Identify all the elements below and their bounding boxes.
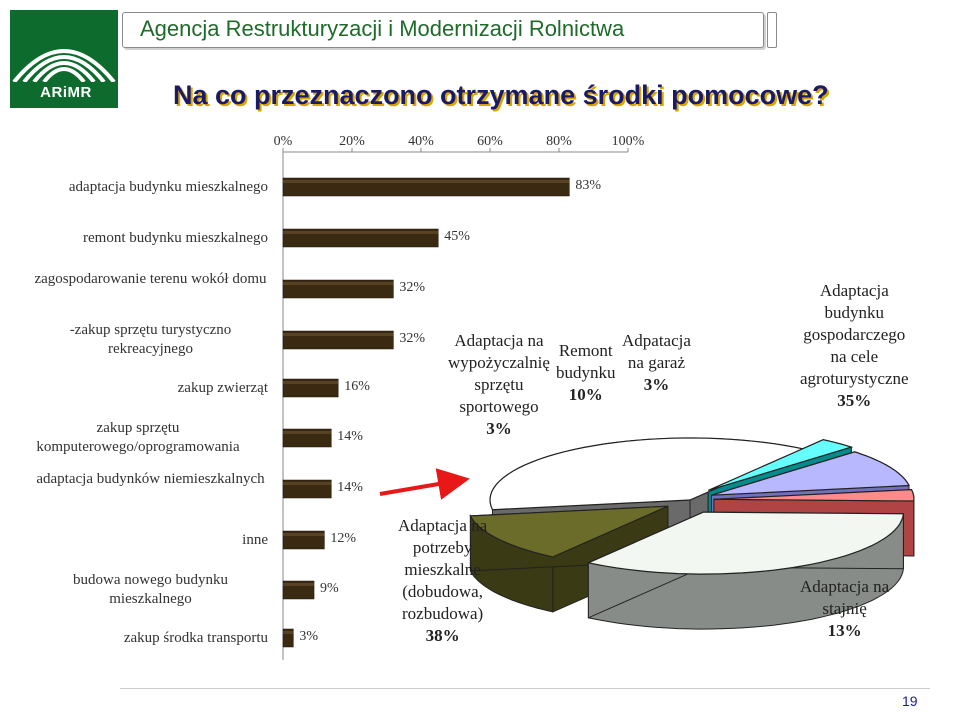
bar-highlight — [283, 231, 439, 234]
category-label: budowa nowego budynku mieszkalnego — [73, 572, 228, 607]
bar-value-label: 9% — [320, 581, 339, 596]
category-label: zagospodarowanie terenu wokół domu — [34, 271, 267, 287]
arimr-logo-icon — [10, 10, 118, 108]
pie-slice-name-line: rozbudowa) — [402, 604, 484, 623]
bar-value-label: 32% — [399, 280, 426, 295]
bar-highlight — [283, 180, 570, 183]
pie-slice — [707, 439, 854, 491]
bar-highlight — [283, 533, 325, 536]
x-tick-label: 60% — [477, 134, 503, 149]
x-tick-label: 100% — [611, 134, 645, 149]
pie-slice — [711, 451, 910, 496]
category-label: zakup środka transportu — [123, 630, 268, 646]
pie-slice-name-line: sprzętu — [474, 375, 524, 394]
category-label: zakup zwierząt — [177, 380, 268, 396]
bar-highlight — [283, 381, 339, 384]
bar-value-label: 14% — [337, 480, 363, 495]
bar-value-label: 83% — [575, 178, 602, 193]
bar-highlight — [283, 431, 332, 434]
pie-slice-name-line: Adaptacja na — [800, 577, 890, 596]
pie-slice-name-line: na garaż — [627, 353, 685, 372]
bar-value-label: 45% — [444, 229, 470, 244]
pie-slice-name-line: gospodarczego — [803, 325, 906, 344]
bar-value-label: 12% — [330, 531, 357, 546]
pie-slice-name-line: wypożyczalnię — [448, 353, 550, 372]
bar-highlight — [283, 583, 315, 586]
category-label: -zakup sprzętu turystyczno rekreacyjnego — [69, 322, 232, 357]
pie-slice-pct: 3% — [643, 375, 670, 394]
bar-value-label: 32% — [399, 331, 426, 346]
pie-slice-pct: 35% — [837, 391, 872, 410]
bar — [282, 628, 294, 648]
pie-slice-name-line: Adaptacja — [819, 281, 889, 300]
pie-slice-label: Adaptacja na stajnię 13% — [800, 576, 889, 642]
bar-value-label: 14% — [337, 429, 363, 444]
pie-slice-name-line: mieszkalne — [404, 560, 481, 579]
pie-slice-name-line: Adpatacja — [622, 331, 691, 350]
pie-slice — [586, 511, 905, 575]
pie-slice-name-line: Remont — [558, 341, 613, 360]
footer-rule — [120, 688, 930, 689]
agency-title: Agencja Restrukturyzacji i Modernizacji … — [140, 16, 625, 41]
pie-slice-label: Adaptacja na potrzeby mieszkalne (dobudowa,… — [398, 515, 487, 647]
pie-slice-label: Remont budynku 10% — [556, 340, 616, 406]
pie-slice-pct: 13% — [827, 621, 862, 640]
pie-slice-name-line: potrzeby — [412, 538, 473, 557]
category-label: inne — [242, 532, 268, 548]
pie-slice-name-line: budynku — [556, 363, 616, 382]
bar-value-label: 16% — [344, 379, 370, 394]
category-label: remont budynku mieszkalnego — [83, 230, 268, 246]
page-title: Na co przeznaczono otrzymane środki pomo… — [173, 80, 829, 110]
x-tick-label: 20% — [339, 134, 365, 149]
logo-text: ARiMR — [40, 84, 92, 101]
x-tick-label: 80% — [546, 134, 572, 149]
pie-slice-label: Adaptacja na wypożyczalnię sprzętu sportowe… — [448, 330, 550, 440]
pie-slice-pct: 10% — [568, 385, 603, 404]
pie-slice — [469, 505, 669, 558]
pie-slice-label: Adpatacja na garaż 3% — [622, 330, 691, 396]
header-band — [122, 12, 777, 48]
pie-slice-name-line: agroturystyczne — [800, 369, 909, 388]
pie-slice-name-line: budynku — [824, 303, 885, 322]
bar-highlight — [283, 631, 294, 634]
bar-highlight — [283, 482, 332, 485]
pie-slice-label: Adaptacja budynku gospodarczego na cele agro… — [800, 280, 909, 412]
bar-highlight — [283, 333, 394, 336]
pie-slice-pct: 38% — [425, 626, 460, 645]
category-label: adaptacja budynku mieszkalnego — [68, 179, 268, 195]
x-tick-label: 40% — [408, 134, 434, 149]
pie-slice-pct: 3% — [486, 419, 512, 438]
pie-slice — [489, 437, 808, 511]
category-label: adaptacja budynków niemieszkalnych — [36, 471, 265, 487]
pie-slice-name-line: Adaptacja na — [454, 331, 544, 350]
pie-slice-name-line: Adaptacja na — [398, 516, 488, 535]
pie-slice — [713, 488, 915, 502]
pie-slice-name-line: (dobudowa, — [402, 582, 483, 601]
pie-slice-name-line: stajnię — [822, 599, 867, 618]
bar-value-label: 3% — [299, 629, 319, 644]
category-label: zakup sprzętu komputerowego/oprogramowan… — [36, 420, 240, 455]
pie-slice-name-line: sportowego — [459, 397, 539, 416]
pie-slice-name-line: na cele — [830, 347, 879, 366]
page-number: 19 — [902, 693, 918, 709]
x-tick-label: 0% — [273, 134, 293, 149]
arrow-icon — [379, 468, 470, 500]
bar-highlight — [283, 282, 394, 285]
